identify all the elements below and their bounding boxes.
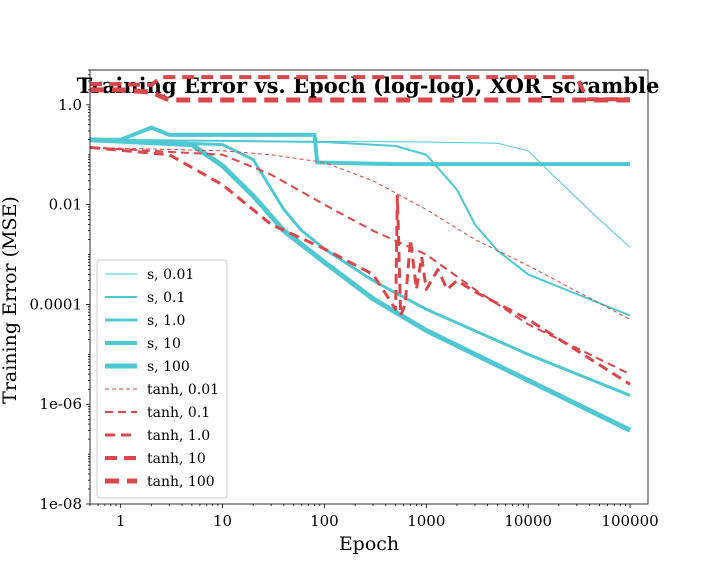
legend-label: tanh, 1.0 <box>147 428 210 444</box>
x-tick-label: 10 <box>213 512 232 530</box>
plot-area: 1 10 100 1000 10000 100000 1e-08 1e-06 0.0001 0.0… <box>30 69 659 530</box>
legend-label: tanh, 10 <box>147 451 206 467</box>
x-tick-label: 100 <box>310 512 339 530</box>
y-tick-label: 1.0 <box>58 96 82 114</box>
y-axis-label: Training Error (MSE) <box>0 196 21 404</box>
legend-label: s, 10 <box>147 336 181 352</box>
series-line <box>90 137 632 433</box>
y-tick-label: 1e-08 <box>39 495 82 513</box>
plot-frame <box>89 69 649 505</box>
series-group <box>90 75 632 433</box>
legend-label: s, 1.0 <box>147 313 185 329</box>
series-line <box>90 146 631 320</box>
x-tick-label: 10000 <box>504 512 552 530</box>
x-tick-label: 1 <box>116 512 126 530</box>
legend-label: tanh, 0.1 <box>147 405 210 421</box>
legend-label: tanh, 100 <box>147 474 215 490</box>
legend-label: s, 0.1 <box>147 290 185 306</box>
legend: s, 0.01 s, 0.1 s, 1.0 s, 10 s, 100 tanh, 0.01… <box>96 259 228 499</box>
legend-label: s, 100 <box>147 359 190 375</box>
legend-label: s, 0.01 <box>147 267 194 283</box>
series-line <box>90 138 631 317</box>
x-axis-label: Epoch <box>339 533 399 555</box>
legend-label: tanh, 0.01 <box>147 382 219 398</box>
series-line <box>90 87 631 103</box>
series-line <box>90 146 631 376</box>
y-tick-label: 1e-06 <box>39 395 82 413</box>
x-tick-label: 100000 <box>601 512 658 530</box>
x-tick-label: 1000 <box>407 512 445 530</box>
series-line <box>90 75 631 102</box>
y-tick-label: 0.01 <box>49 196 82 214</box>
y-tick-label: 0.0001 <box>30 295 83 313</box>
series-line <box>90 145 631 386</box>
series-line <box>90 125 631 167</box>
